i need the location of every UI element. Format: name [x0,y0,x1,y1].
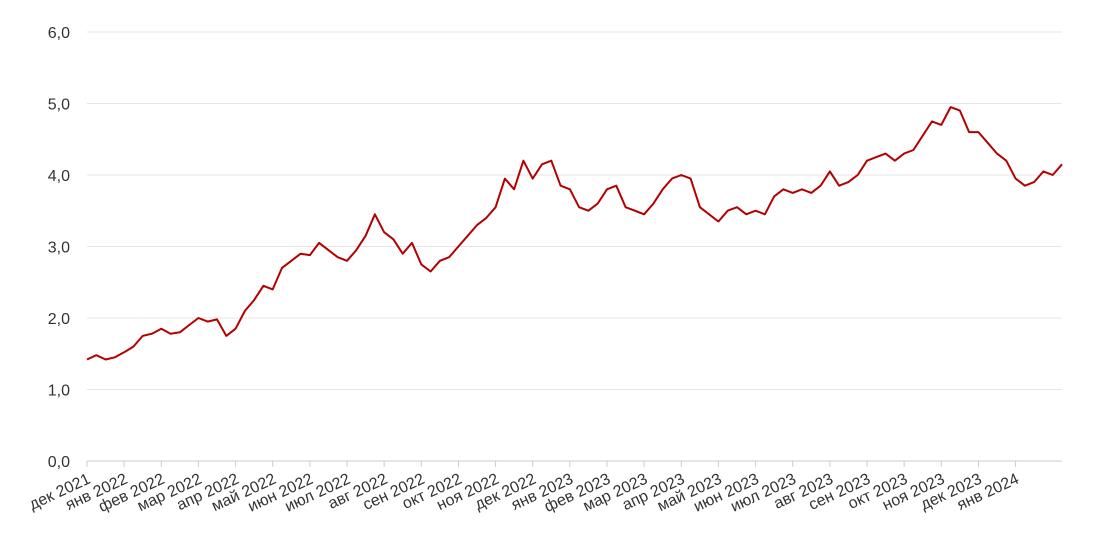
y-tick-label: 3,0 [48,240,70,257]
y-tick-label: 2,0 [48,311,70,328]
y-tick-label: 1,0 [48,383,70,400]
y-tick-label: 5,0 [48,97,70,114]
y-tick-label: 0,0 [48,454,70,471]
y-tick-label: 6,0 [48,25,70,42]
y-tick-label: 4,0 [48,168,70,185]
line [86,106,1063,361]
